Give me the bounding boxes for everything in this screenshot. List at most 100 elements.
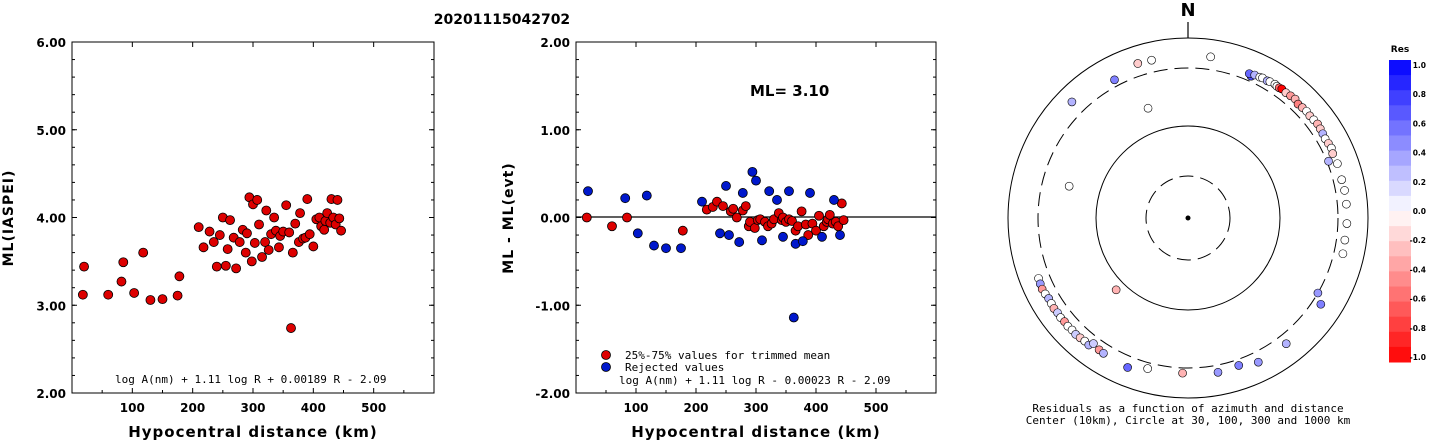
- station-point: [1313, 288, 1323, 298]
- data-point: [118, 257, 129, 268]
- data-point: [116, 276, 127, 287]
- station-residual-points: [1034, 52, 1352, 378]
- data-point: [607, 221, 617, 232]
- data-point: [304, 229, 315, 240]
- colorbar-cell: [1389, 180, 1411, 197]
- station-point: [1133, 59, 1143, 68]
- y-tick-label: 0.00: [540, 212, 570, 226]
- station-point: [1147, 55, 1156, 65]
- ml-vs-distance-panel: 100 200 300 400 500 2.00 3.00 4.00 5.00 6.00 log …: [1, 36, 435, 441]
- azimuth-residual-panel: N Residuals as a function of azimuth and…: [1007, 0, 1369, 427]
- station-point: [1067, 97, 1077, 107]
- colorbar-cell: [1389, 286, 1411, 303]
- station-point: [1206, 52, 1215, 62]
- colorbar-cell: [1389, 165, 1411, 182]
- north-label: N: [1180, 0, 1195, 21]
- polar-caption-line1: Residuals as a function of azimuth and d…: [1032, 402, 1343, 415]
- data-point: [731, 212, 742, 223]
- x-tick-label: 200: [683, 401, 708, 415]
- data-point: [287, 247, 298, 258]
- data-point: [747, 166, 758, 177]
- colorbar-tick-label: -0.2: [1410, 236, 1426, 245]
- panel1-xlabel: Hypocentral distance (km): [128, 423, 378, 441]
- colorbar-cell: [1389, 150, 1411, 167]
- data-point: [649, 240, 659, 251]
- data-point: [308, 241, 319, 252]
- data-point: [172, 290, 183, 301]
- data-point: [234, 237, 245, 247]
- legend-label-rejected: Rejected values: [625, 361, 724, 374]
- colorbar-cell: [1389, 211, 1411, 227]
- data-point: [805, 188, 815, 198]
- data-point: [193, 222, 204, 233]
- station-point: [1099, 349, 1108, 358]
- x-tick-label: 400: [803, 401, 828, 415]
- colorbar-ticks: 1.0 0.8 0.6 0.4 0.2 0.0 -0.2 -0.4 -0.6 -0.8 -1.0: [1410, 61, 1426, 362]
- colorbar-cell: [1389, 60, 1411, 76]
- colorbar-tick-label: 1.0: [1413, 61, 1426, 70]
- colorbar-cells: [1389, 60, 1411, 363]
- data-point: [583, 186, 593, 197]
- data-point: [721, 181, 731, 191]
- data-point: [581, 212, 592, 223]
- data-point: [803, 230, 814, 240]
- y-tick-label: -1.00: [535, 299, 570, 313]
- x-tick-label: 500: [863, 401, 888, 415]
- panel1-ticks: 100 200 300 400 500 2.00 3.00 4.00 5.00 6.00: [36, 36, 434, 415]
- data-point: [214, 230, 225, 240]
- distance-rings: [1007, 37, 1369, 399]
- panel1-ylabel: ML(IASPEI): [1, 170, 17, 267]
- colorbar-cell: [1389, 90, 1411, 106]
- data-point: [211, 261, 222, 272]
- data-point: [225, 215, 235, 226]
- figure-title: 20201115042702: [434, 12, 570, 28]
- station-point: [1328, 149, 1337, 158]
- data-point: [728, 203, 739, 214]
- data-point: [737, 188, 748, 198]
- y-tick-label: 3.00: [36, 299, 66, 313]
- data-point: [103, 289, 114, 300]
- data-point: [332, 195, 343, 205]
- data-point: [208, 237, 219, 247]
- data-point: [257, 252, 267, 262]
- data-point: [252, 195, 263, 205]
- station-point: [1316, 299, 1326, 309]
- data-point: [838, 215, 849, 226]
- data-point: [788, 312, 799, 323]
- station-point: [1338, 249, 1348, 259]
- data-point: [677, 225, 688, 236]
- data-point: [724, 230, 734, 240]
- x-tick-label: 100: [120, 401, 145, 415]
- data-point: [263, 245, 274, 255]
- station-point: [1342, 219, 1352, 228]
- x-tick-label: 300: [743, 401, 768, 415]
- data-point: [261, 205, 272, 216]
- data-point: [751, 175, 761, 186]
- colorbar-tick-label: -0.8: [1410, 324, 1426, 333]
- y-tick-label: 2.00: [540, 36, 570, 50]
- data-point: [811, 225, 821, 236]
- data-point: [641, 190, 652, 201]
- colorbar-tick-label: -0.4: [1410, 265, 1426, 274]
- colorbar-cell: [1389, 346, 1411, 363]
- data-point: [632, 228, 643, 239]
- station-point: [1143, 364, 1152, 373]
- data-point: [79, 261, 89, 272]
- data-point: [797, 236, 808, 247]
- colorbar-cell: [1389, 271, 1411, 287]
- colorbar-tick-label: 0.8: [1413, 90, 1426, 99]
- colorbar-cell: [1389, 226, 1411, 242]
- y-tick-label: -2.00: [535, 387, 570, 401]
- data-point: [622, 212, 632, 223]
- data-point: [676, 243, 686, 254]
- data-point: [274, 242, 284, 253]
- data-point: [260, 237, 270, 247]
- colorbar-cell: [1389, 331, 1411, 348]
- panel2-ticks: 100 200 300 400 500 -2.00 -1.00 0.00 1.00 2.00: [535, 36, 936, 415]
- data-point: [697, 196, 707, 207]
- station-point: [1340, 186, 1349, 195]
- data-point: [138, 247, 149, 258]
- station-point: [1234, 361, 1244, 370]
- data-point: [334, 213, 345, 224]
- data-point: [145, 295, 156, 305]
